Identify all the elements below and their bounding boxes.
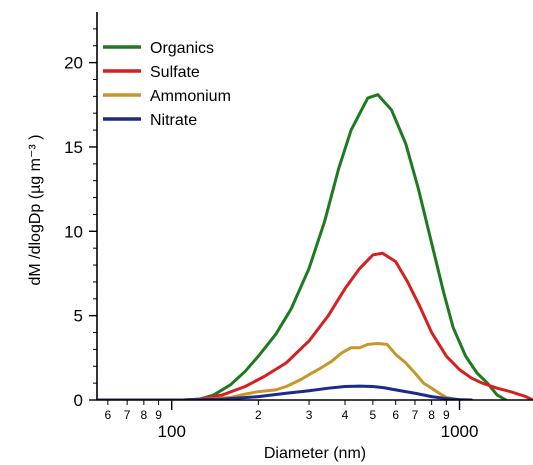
y-tick-label: 15 [64, 138, 83, 157]
legend-label-organics: Organics [150, 40, 214, 57]
x-tick-label: 1000 [441, 422, 479, 441]
series-layer [97, 93, 533, 400]
series-line-organics [97, 93, 508, 400]
x-minor-tick-label: 3 [306, 408, 313, 422]
x-minor-tick-label: 7 [412, 408, 419, 422]
x-minor-tick-label: 4 [342, 408, 349, 422]
x-minor-tick-label: 8 [428, 408, 435, 422]
series-line-sulfate [97, 251, 533, 400]
legend-label-sulfate: Sulfate [150, 64, 200, 81]
x-minor-tick-label: 8 [140, 408, 147, 422]
x-minor-tick-label: 7 [124, 408, 131, 422]
x-minor-tick-label: 2 [255, 408, 262, 422]
x-minor-tick-label: 9 [155, 408, 162, 422]
x-minor-tick-label: 5 [370, 408, 377, 422]
x-axis-label: Diameter (nm) [264, 445, 366, 462]
y-axis-ticks: 0 5 10 15 20 [64, 28, 97, 410]
series-line-ammonium [97, 341, 462, 400]
x-minor-tick-label: 9 [443, 408, 450, 422]
x-minor-tick-label: 6 [392, 408, 399, 422]
y-tick-label: 5 [74, 307, 83, 326]
y-axis-label: dM /dlogDp (µg m⁻³ ) [27, 134, 44, 285]
x-minor-tick-label: 6 [105, 408, 112, 422]
series-line-nitrate [97, 384, 473, 400]
legend-label-ammonium: Ammonium [150, 88, 231, 105]
y-tick-label: 0 [74, 391, 83, 410]
x-tick-label: 100 [158, 422, 186, 441]
y-tick-label: 20 [64, 54, 83, 73]
legend: Organics Sulfate Ammonium Nitrate [103, 40, 231, 129]
y-tick-label: 10 [64, 222, 83, 241]
legend-label-nitrate: Nitrate [150, 112, 197, 129]
